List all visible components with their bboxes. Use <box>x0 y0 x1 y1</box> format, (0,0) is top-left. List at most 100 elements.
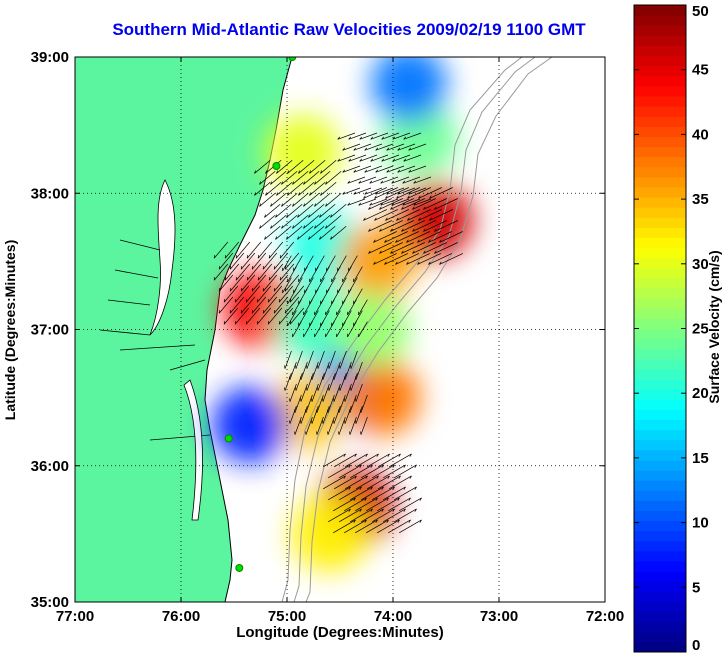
arrow-head <box>379 228 382 232</box>
velocity-arrow <box>392 154 411 162</box>
coverage-blur <box>211 57 474 572</box>
colorbar-segment <box>634 75 686 87</box>
arrow-shaft <box>408 143 427 151</box>
river-line <box>107 299 151 306</box>
arrow-head <box>359 136 363 140</box>
arrow-shaft <box>298 159 315 174</box>
arrow-head <box>278 299 281 303</box>
arrow-head <box>348 158 352 162</box>
colorbar-segment <box>634 247 686 259</box>
arrow-shaft <box>327 394 335 413</box>
velocity-arrow <box>403 132 422 140</box>
arrow-head <box>368 206 371 210</box>
arrow-shaft <box>360 394 368 413</box>
arrow-head <box>406 261 409 265</box>
arrow-shaft <box>328 508 351 523</box>
colorbar-segment <box>634 399 686 410</box>
arrow-head <box>375 147 379 151</box>
arrow-head <box>297 214 299 218</box>
arrow-shaft <box>439 253 463 265</box>
arrow-head <box>408 147 412 151</box>
colorbar-segment <box>634 257 686 269</box>
arrow-head <box>428 261 431 265</box>
arrow-head <box>262 310 265 314</box>
velocity-arrow <box>339 372 347 391</box>
arrow-shaft <box>356 475 379 490</box>
arrow-head <box>262 288 265 292</box>
pamlico-sound <box>183 379 203 521</box>
arrow-head <box>245 299 248 303</box>
arrow-shaft <box>375 143 394 151</box>
arrow-head <box>403 464 406 468</box>
arrow-shaft <box>293 255 303 272</box>
velocity-arrow <box>397 165 416 173</box>
arrow-head <box>275 236 277 240</box>
velocity-arrow <box>267 285 283 303</box>
colorbar-segment <box>634 449 686 461</box>
colorbar-segment <box>634 470 686 481</box>
velocity-arrow <box>359 154 378 162</box>
coverage-region <box>370 57 447 123</box>
arrow-shaft <box>396 209 420 221</box>
arrow-head <box>370 486 373 490</box>
velocity-arrow <box>322 383 330 402</box>
arrow-shaft <box>333 405 341 424</box>
arrow-head <box>303 225 305 229</box>
arrow-shaft <box>240 296 256 314</box>
arrow-head <box>276 192 278 196</box>
arrow-shaft <box>355 405 363 424</box>
velocity-arrow <box>372 464 395 479</box>
velocity-arrow <box>401 242 425 254</box>
velocity-arrow <box>254 159 271 174</box>
arrow-head <box>386 497 389 501</box>
velocity-arrow <box>356 453 379 468</box>
arrow-shaft <box>259 214 276 229</box>
arrow-head <box>396 195 399 199</box>
velocity-arrow <box>350 350 358 369</box>
arrow-head <box>358 202 362 206</box>
arrow-head <box>397 169 401 173</box>
velocity-arrow <box>218 296 234 314</box>
arrow-head <box>384 239 387 243</box>
arrow-head <box>379 206 382 210</box>
velocity-arrow <box>311 383 319 402</box>
colorbar-segment <box>634 530 686 542</box>
arrow-head <box>401 228 404 232</box>
river-line <box>119 239 161 251</box>
arrow-shaft <box>218 296 234 314</box>
arrow-shaft <box>375 187 394 195</box>
velocity-arrow <box>358 321 368 338</box>
arrow-head <box>270 203 272 207</box>
arrow-shaft <box>391 176 410 184</box>
arrow-shaft <box>268 263 284 281</box>
velocity-arrow <box>224 263 240 281</box>
arrow-shaft <box>289 383 297 402</box>
velocity-arrow <box>383 508 406 523</box>
velocity-arrow <box>298 310 308 327</box>
arrow-head <box>397 519 400 523</box>
arrow-head <box>375 519 378 523</box>
arrow-shaft <box>304 277 314 294</box>
arrow-shaft <box>355 497 378 512</box>
arrow-shaft <box>373 253 397 265</box>
colorbar-tick-label: 5 <box>692 579 700 596</box>
arrow-shaft <box>413 176 432 184</box>
arrow-shaft <box>320 159 337 174</box>
arrow-shaft <box>412 198 436 210</box>
arrow-head <box>359 508 362 512</box>
arrow-head <box>365 475 368 479</box>
arrow-shaft <box>287 181 304 196</box>
arrow-shaft <box>322 383 330 402</box>
arrow-head <box>373 239 376 243</box>
velocity-arrow <box>339 508 362 523</box>
colorbar-segment <box>634 197 686 208</box>
velocity-arrow <box>418 209 442 221</box>
colorbar-segment <box>634 277 686 289</box>
velocity-arrow <box>412 220 436 232</box>
arrow-shaft <box>305 394 313 413</box>
arrow-shaft <box>330 203 347 218</box>
velocity-arrow <box>355 405 363 424</box>
y-tick-label: 37:00 <box>31 322 69 339</box>
velocity-arrow <box>273 296 289 314</box>
velocity-arrow <box>361 486 384 501</box>
